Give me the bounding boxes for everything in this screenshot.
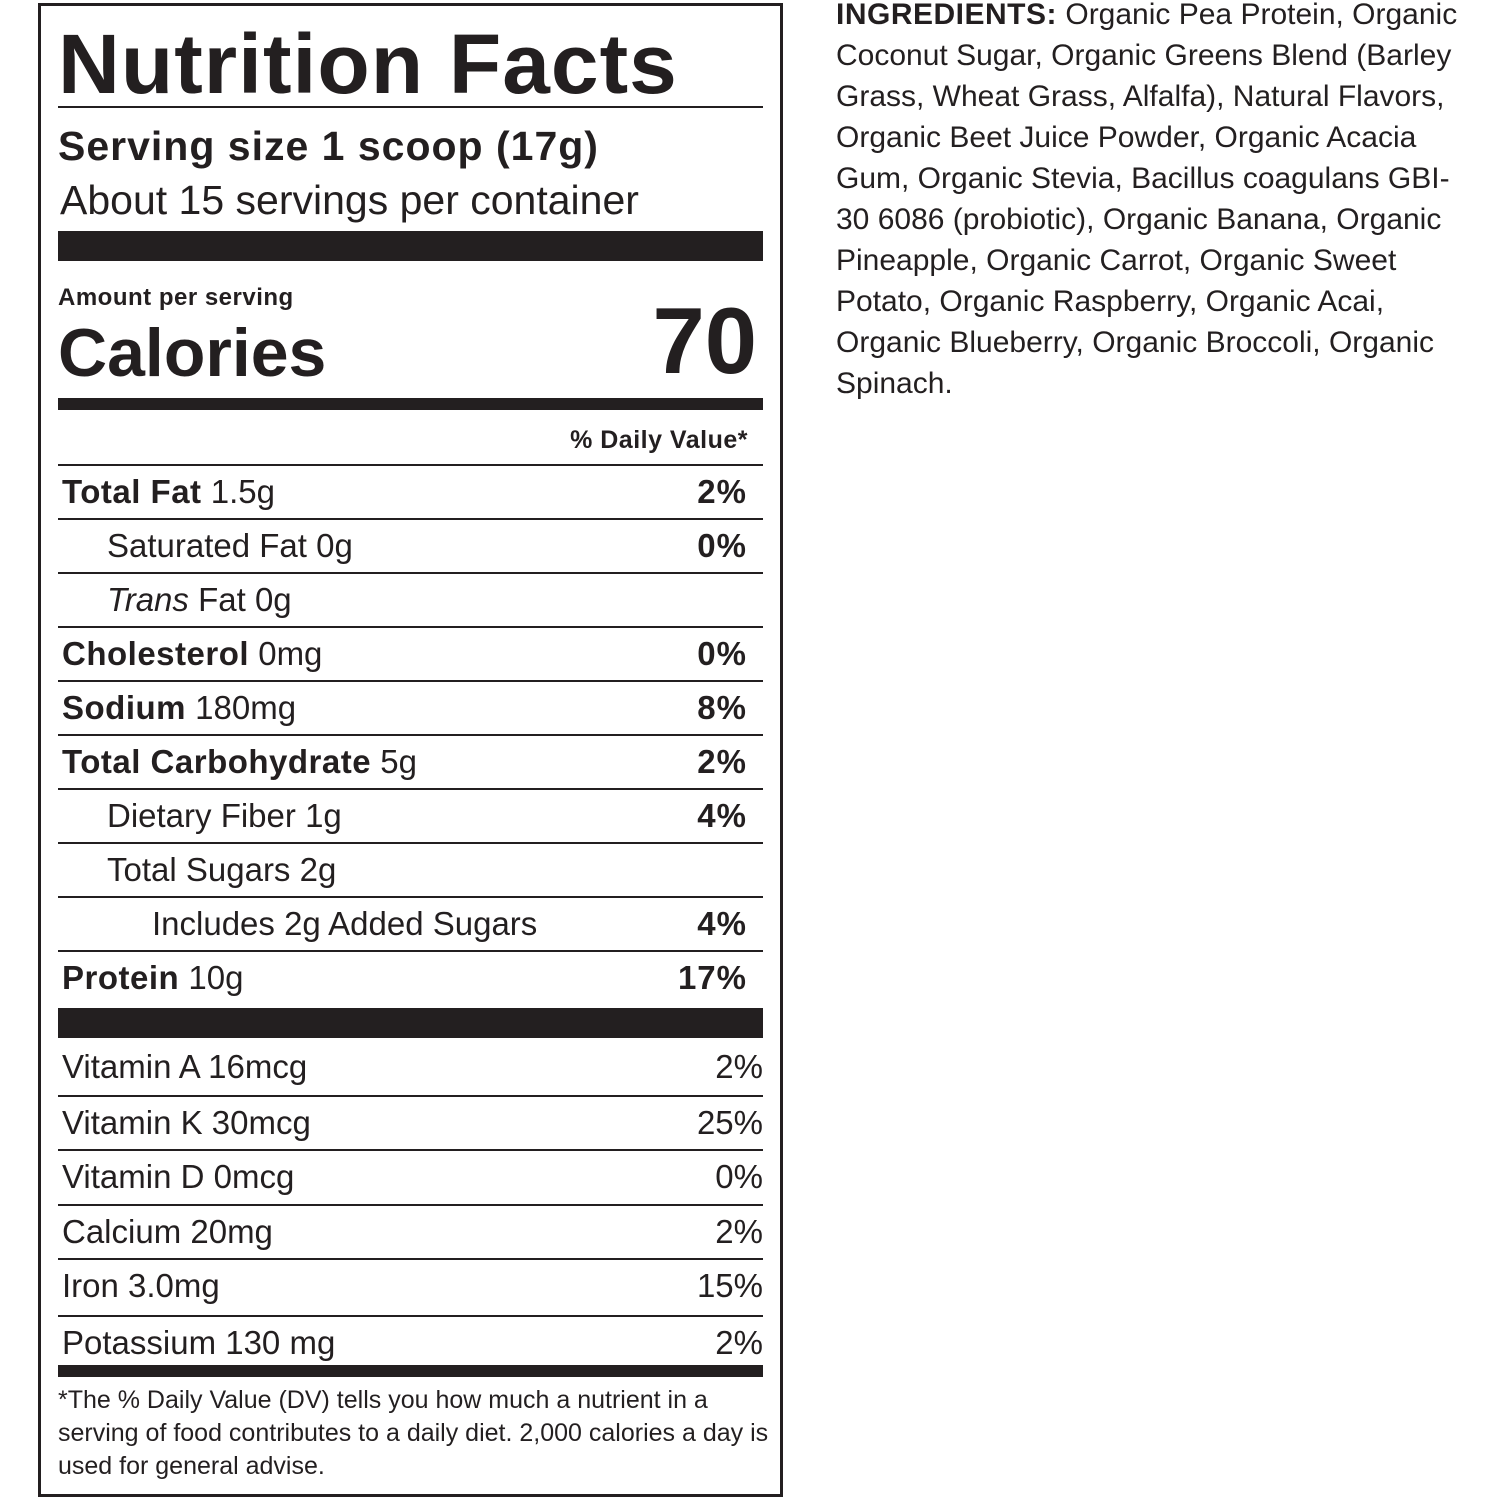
nutrient-label: Total Fat 1.5g [62,466,275,518]
thick-divider [58,231,763,261]
nutrient-row: Trans Fat 0g [58,572,763,626]
nutrient-amount: 180mg [195,689,297,726]
vitamin-daily-value: 0% [715,1158,763,1195]
vitamin-label: Vitamin D 0mcg [62,1158,295,1195]
vitamin-row: Calcium 20mg 2% [58,1204,763,1258]
servings-per-container: About 15 servings per container [60,177,639,223]
vitamin-label: Vitamin A 16mcg [62,1048,308,1085]
nutrient-label: Total Sugars 2g [107,844,336,896]
nutrient-amount: 1g [305,797,342,834]
nutrient-amount: 2g [299,851,337,888]
daily-value-header: % Daily Value* [570,426,748,454]
nutrient-daily-value: 0% [697,635,747,672]
nutrient-label: Sodium 180mg [62,682,296,734]
nutrient-amount: 10g [188,959,244,996]
vitamin-daily-value: 15% [696,1267,763,1304]
calories-row: Calories 70 [58,294,763,395]
nutrient-name: Total Fat [62,473,202,510]
vitamin-row: Vitamin A 16mcg 2% [58,1041,763,1095]
nutrient-label: Saturated Fat 0g [107,520,353,572]
thick-divider [58,1008,763,1038]
nutrient-label: Total Carbohydrate 5g [62,736,417,788]
nutrient-label: Dietary Fiber 1g [107,790,342,842]
nutrient-amount: 0g [316,527,353,564]
nutrient-row: Protein 10g 17% [58,950,763,1004]
nutrient-label: Trans Fat 0g [107,574,292,626]
nutrient-label: Includes 2g Added Sugars [152,898,537,950]
nutrient-name: Protein [62,959,180,996]
nutrient-label: Protein 10g [62,952,243,1004]
nutrient-name: Sodium [62,689,186,726]
nutrient-daily-value: 4% [697,797,747,834]
vitamin-label: Vitamin K 30mcg [62,1104,311,1141]
vitamin-label: Iron 3.0mg [62,1267,220,1304]
nutrient-name: Total Carbohydrate [62,743,372,780]
vitamin-label: Calcium 20mg [62,1213,273,1250]
footnote: *The % Daily Value (DV) tells you how mu… [58,1386,769,1480]
nutrient-daily-value: 0% [697,527,747,564]
vitamin-daily-value: 2% [715,1048,763,1085]
nutrient-name: Total Sugars [107,851,291,888]
nutrient-amount: 0mg [258,635,323,672]
nutrient-name-rest: Fat [198,581,246,618]
nutrient-row: Sodium 180mg 8% [58,680,763,734]
vitamin-daily-value: 25% [696,1104,763,1141]
ingredients-heading: INGREDIENTS: [836,0,1058,31]
nutrient-name: Saturated Fat [107,527,307,564]
nutrient-label: Cholesterol 0mg [62,628,322,680]
nutrient-amount: 1.5g [210,473,275,510]
nutrient-daily-value: 17% [677,959,747,996]
nutrient-daily-value: 2% [697,743,747,780]
label-title: Nutrition Facts [58,17,678,111]
divider [58,106,763,108]
nutrient-row: Total Fat 1.5g 2% [58,464,763,518]
medium-divider [58,398,763,410]
ingredients-text: Organic Pea Protein, Organic Coconut Sug… [836,0,1458,400]
nutrient-name: Trans [107,581,189,618]
medium-divider [58,1365,763,1377]
vitamin-daily-value: 2% [715,1324,763,1361]
nutrition-facts-label: Nutrition Facts Serving size 1 scoop (17… [38,3,783,1497]
amount-per-serving: Amount per serving [58,284,294,311]
nutrient-row: Dietary Fiber 1g 4% [58,788,763,842]
calories-value: 70 [652,288,757,393]
vitamin-row: Vitamin K 30mcg 25% [58,1095,763,1149]
vitamin-row: Iron 3.0mg 15% [58,1258,763,1312]
calories-label: Calories [58,315,327,391]
nutrient-amount: 0g [254,581,292,618]
nutrient-row: Total Sugars 2g [58,842,763,896]
nutrient-daily-value: 2% [697,473,747,510]
nutrient-name: Dietary Fiber [107,797,296,834]
nutrient-name: Cholesterol [62,635,250,672]
nutrient-name: Includes 2g Added Sugars [152,905,538,942]
nutrient-row: Saturated Fat 0g 0% [58,518,763,572]
ingredients: INGREDIENTS: Organic Pea Protein, Organi… [836,0,1476,404]
vitamin-row: Vitamin D 0mcg 0% [58,1149,763,1203]
nutrient-amount: 5g [380,743,417,780]
vitamin-daily-value: 2% [715,1213,763,1250]
nutrient-daily-value: 4% [697,905,747,942]
nutrient-row: Includes 2g Added Sugars 4% [58,896,763,950]
vitamin-row: Potassium 130 mg 2% [58,1315,763,1367]
nutrient-daily-value: 8% [697,689,747,726]
nutrient-row: Cholesterol 0mg 0% [58,626,763,680]
nutrient-row: Total Carbohydrate 5g 2% [58,734,763,788]
serving-size: Serving size 1 scoop (17g) [58,123,599,169]
vitamin-label: Potassium 130 mg [62,1324,336,1361]
